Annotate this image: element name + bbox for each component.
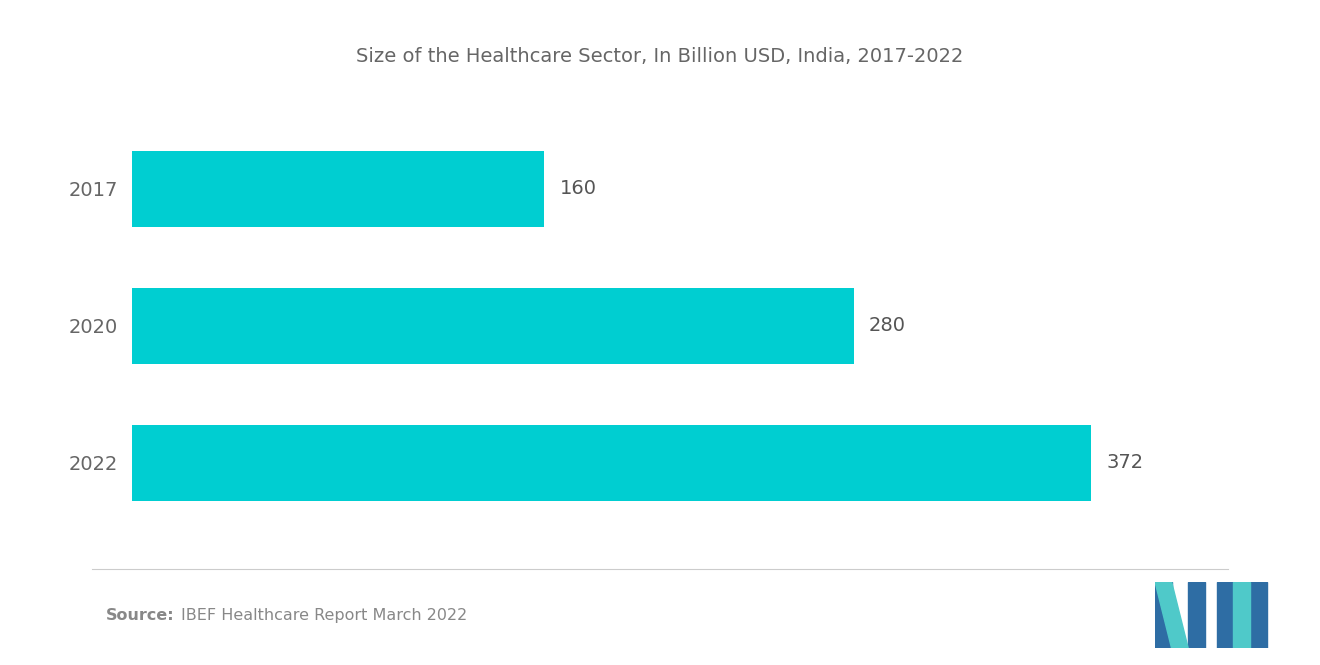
Polygon shape xyxy=(1155,582,1172,648)
Text: IBEF Healthcare Report March 2022: IBEF Healthcare Report March 2022 xyxy=(181,608,467,622)
Text: 160: 160 xyxy=(560,180,597,198)
Bar xyxy=(132,151,544,227)
Text: 280: 280 xyxy=(869,317,906,335)
Polygon shape xyxy=(1217,582,1233,648)
Bar xyxy=(132,425,1090,501)
Polygon shape xyxy=(1250,582,1267,648)
Bar xyxy=(132,288,854,364)
Polygon shape xyxy=(1188,582,1205,648)
Polygon shape xyxy=(1155,582,1188,648)
Text: Size of the Healthcare Sector, In Billion USD, India, 2017-2022: Size of the Healthcare Sector, In Billio… xyxy=(356,47,964,66)
Text: 372: 372 xyxy=(1106,454,1143,472)
Text: Source:: Source: xyxy=(106,608,174,622)
Polygon shape xyxy=(1233,582,1250,648)
